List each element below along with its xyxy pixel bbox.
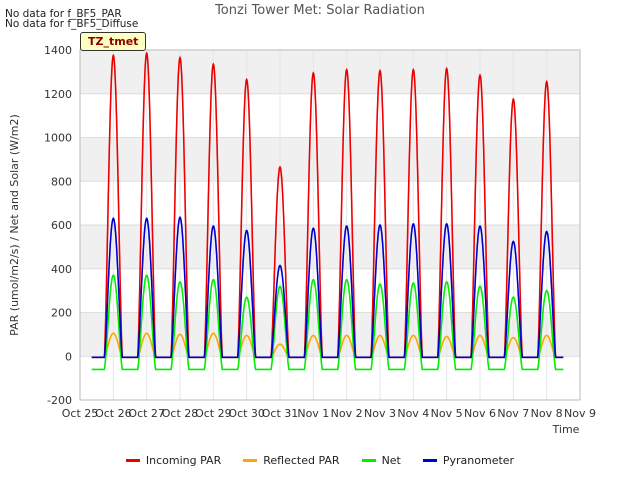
legend-item: Incoming PAR — [125, 454, 222, 467]
x-tick-label: Nov 3 — [364, 407, 396, 420]
y-tick-label: 600 — [51, 219, 72, 232]
legend: Incoming PAR Reflected PAR Net Pyranometer — [0, 454, 640, 467]
y-tick-label: 1200 — [44, 88, 72, 101]
x-tick-label: Oct 31 — [262, 407, 299, 420]
series-line-net — [91, 274, 564, 371]
y-axis-label: PAR (umol/m2/s) / Net and Solar (W/m2) — [8, 114, 21, 336]
plot-band — [80, 50, 580, 94]
y-tick-label: 200 — [51, 307, 72, 320]
plot-frame — [79, 49, 581, 401]
y-tick-label: 800 — [51, 175, 72, 188]
x-tick-label: Nov 7 — [497, 407, 529, 420]
legend-item: Pyranometer — [422, 454, 515, 467]
x-tick-label: Nov 5 — [431, 407, 463, 420]
x-tick-label: Oct 26 — [95, 407, 132, 420]
legend-swatch — [361, 459, 376, 462]
legend-label: Incoming PAR — [145, 454, 222, 467]
legend-label: Reflected PAR — [263, 454, 340, 467]
plot-band — [80, 225, 580, 269]
x-tick-label: Nov 9 — [564, 407, 596, 420]
site-badge: TZ_tmet — [80, 32, 147, 51]
y-tick-label: 1400 — [44, 44, 72, 57]
series-line-pyranometer — [91, 215, 564, 359]
x-tick-label: Nov 4 — [397, 407, 429, 420]
legend-label: Net — [381, 454, 401, 467]
y-tick-label: 1000 — [44, 132, 72, 145]
x-tick-label: Nov 1 — [297, 407, 329, 420]
legend-label: Pyranometer — [442, 454, 515, 467]
legend-swatch — [125, 459, 140, 462]
y-tick-label: 0 — [65, 350, 72, 363]
y-tick-label: 400 — [51, 263, 72, 276]
series-line-incoming-par — [91, 51, 564, 359]
no-data-note-diffuse: No data for f_BF5_Diffuse — [5, 18, 139, 30]
y-tick-label: -200 — [47, 394, 72, 407]
x-tick-label: Nov 2 — [331, 407, 363, 420]
legend-item: Net — [361, 454, 401, 467]
plot-band — [80, 137, 580, 182]
x-axis-label: Time — [552, 423, 580, 436]
x-tick-label: Oct 25 — [62, 407, 99, 420]
x-tick-label: Nov 8 — [531, 407, 563, 420]
legend-item: Reflected PAR — [243, 454, 340, 467]
x-tick-label: Nov 6 — [464, 407, 496, 420]
chart-title: Tonzi Tower Met: Solar Radiation — [215, 3, 425, 18]
legend-swatch — [422, 459, 437, 462]
legend-swatch — [243, 459, 258, 462]
x-tick-label: Oct 30 — [228, 407, 265, 420]
x-tick-label: Oct 27 — [128, 407, 165, 420]
x-tick-label: Oct 29 — [195, 407, 232, 420]
plot-band — [80, 312, 580, 357]
no-data-note-par: No data for f_BF5_PAR — [5, 8, 122, 20]
x-tick-label: Oct 28 — [162, 407, 199, 420]
